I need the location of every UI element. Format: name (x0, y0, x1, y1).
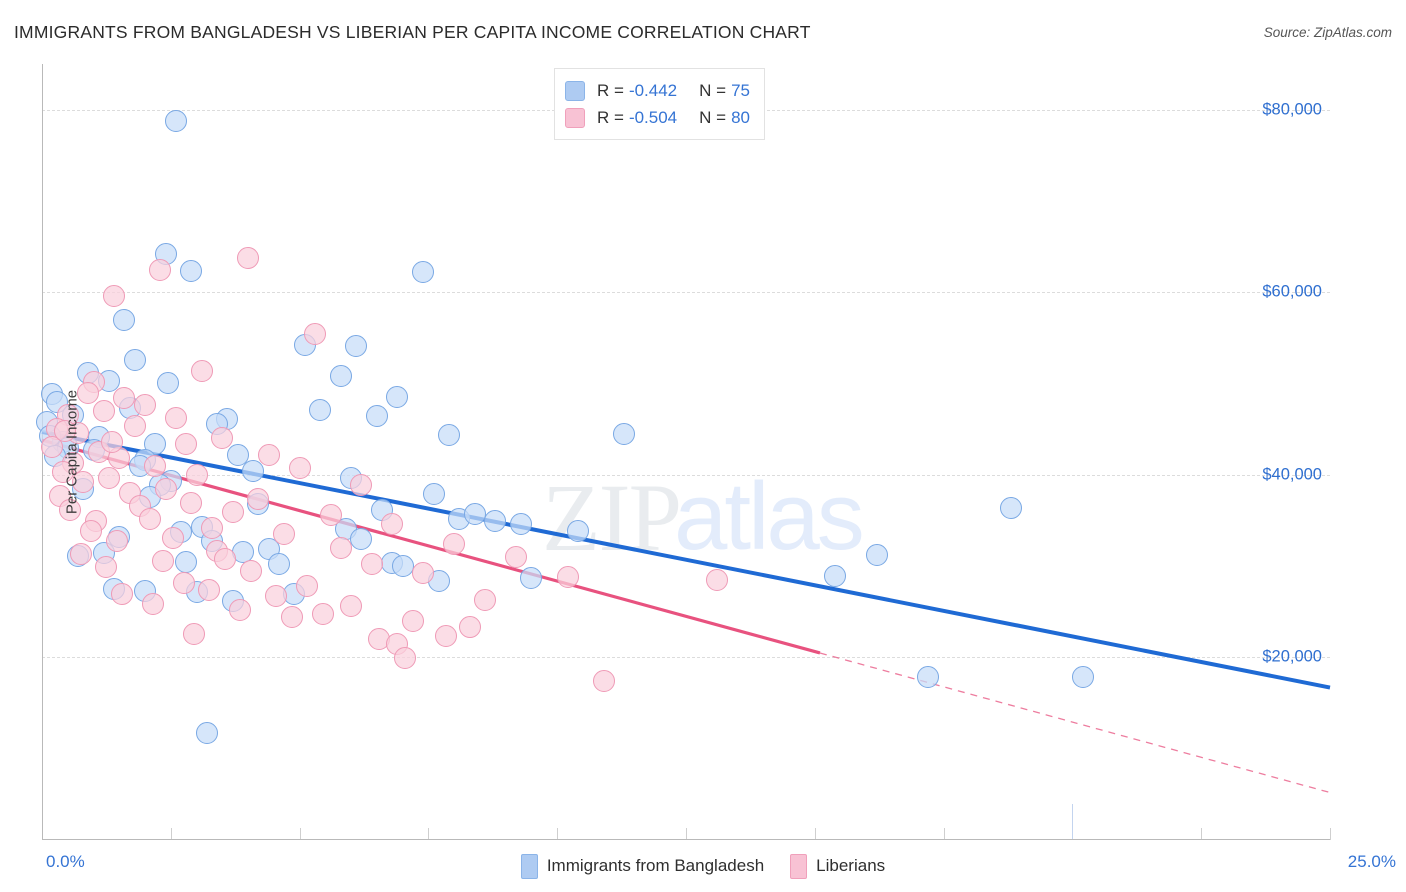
gridline (42, 657, 1330, 659)
x-axis-tick (428, 828, 430, 840)
y-axis-title: Per Capita Income (63, 389, 81, 515)
y-axis-tick-label: $20,000 (1262, 647, 1322, 666)
x-axis-tick (943, 828, 945, 840)
x-axis-tick (814, 828, 816, 840)
n-value-pink: 80 (731, 107, 750, 127)
x-axis-major-tick (1072, 804, 1074, 840)
chart-legend: Immigrants from Bangladesh Liberians (0, 846, 1406, 886)
n-label-blue: N = (699, 80, 727, 100)
legend-label-bangladesh: Immigrants from Bangladesh (546, 856, 765, 875)
n-value-blue: 75 (731, 80, 750, 100)
y-axis-tick-label: $60,000 (1262, 282, 1322, 301)
r-label-blue: R = (597, 80, 624, 100)
x-axis-tick (1201, 828, 1203, 840)
x-axis-min-label: 0.0% (46, 852, 85, 871)
trendline-liberians-dashed (819, 652, 1331, 794)
gridline (42, 474, 1330, 476)
r-label-pink: R = (597, 107, 624, 127)
series-swatch-bangladesh (565, 80, 585, 101)
x-axis-tick (1330, 828, 1331, 840)
y-axis-tick-label: $40,000 (1262, 465, 1322, 484)
source-attribution: Source: ZipAtlas.com (1263, 25, 1392, 40)
legend-item-bangladesh[interactable]: Immigrants from Bangladesh (520, 853, 765, 879)
legend-label-liberians: Liberians (816, 856, 886, 875)
r-value-pink: -0.504 (628, 107, 678, 127)
plot-area: ZIP atlas $80,000 $60,000 $40,000 $20,000 P… (36, 64, 1331, 840)
correlation-stats-box: R = -0.442 N = 75 R = -0.504 N = 80 (554, 68, 765, 140)
x-axis-line (42, 839, 1330, 840)
x-axis-tick (170, 828, 172, 840)
stats-row-pink: R = -0.504 N = 80 (565, 104, 750, 131)
trendlines (41, 429, 1331, 794)
n-label-pink: N = (699, 107, 727, 127)
x-axis-max-label: 25.0% (1347, 852, 1396, 871)
x-axis-tick (557, 828, 559, 840)
x-axis-tick (686, 828, 687, 840)
legend-item-liberians[interactable]: Liberians (790, 853, 886, 879)
legend-swatch-liberians (790, 853, 808, 879)
gridline (42, 292, 1330, 294)
series-swatch-liberians (565, 107, 585, 128)
page-title: IMMIGRANTS FROM BANGLADESH VS LIBERIAN P… (14, 22, 811, 42)
y-axis-tick-label: $80,000 (1262, 100, 1322, 119)
r-value-blue: -0.442 (628, 80, 678, 100)
trendline-liberians-solid (41, 438, 821, 655)
legend-swatch-bangladesh (520, 853, 538, 879)
trendline-bangladesh (41, 429, 1331, 690)
x-axis-tick (299, 828, 301, 840)
stats-row-blue: R = -0.442 N = 75 (565, 77, 750, 104)
